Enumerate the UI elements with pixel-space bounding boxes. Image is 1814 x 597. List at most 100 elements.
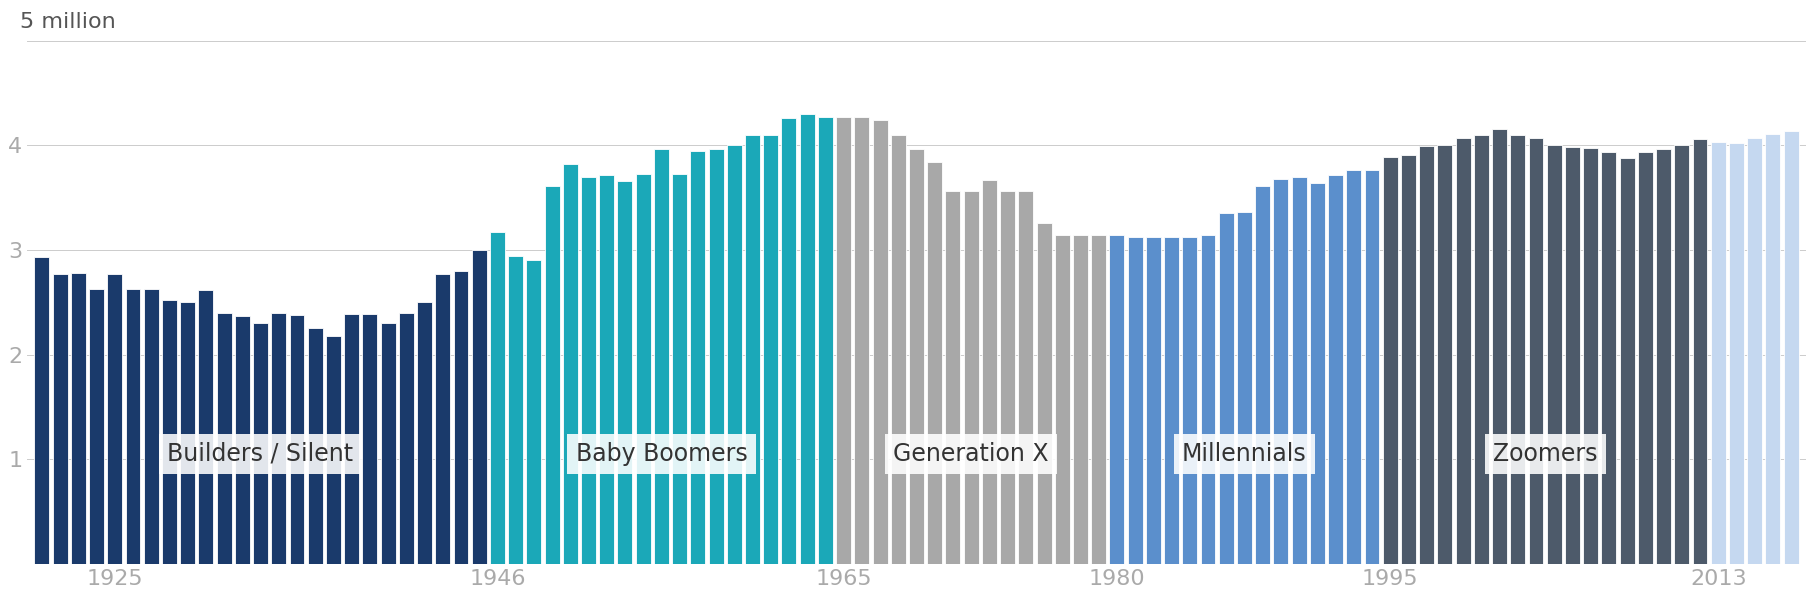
Bar — [981, 180, 998, 564]
Bar — [508, 256, 522, 564]
Text: 5 million: 5 million — [20, 13, 116, 32]
Bar — [580, 177, 597, 564]
Bar — [617, 181, 633, 564]
Bar — [1255, 186, 1270, 564]
Bar — [544, 186, 559, 564]
Bar — [927, 162, 941, 564]
Bar — [1674, 145, 1689, 564]
Bar — [272, 313, 287, 564]
Bar — [653, 149, 669, 564]
Bar — [1455, 138, 1471, 564]
Bar — [526, 260, 541, 564]
Bar — [1729, 143, 1743, 564]
Bar — [198, 290, 214, 564]
Bar — [1783, 131, 1798, 564]
Text: Generation X: Generation X — [894, 442, 1048, 466]
Bar — [1547, 145, 1562, 564]
Bar — [1092, 235, 1107, 564]
Bar — [1054, 235, 1070, 564]
Bar — [1018, 191, 1034, 564]
Bar — [1364, 170, 1379, 564]
Bar — [180, 302, 196, 564]
Bar — [308, 328, 323, 564]
Text: Zoomers: Zoomers — [1493, 442, 1598, 466]
Bar — [125, 288, 140, 564]
Bar — [599, 174, 615, 564]
Bar — [709, 149, 724, 564]
Bar — [1493, 128, 1507, 564]
Bar — [290, 315, 305, 564]
Bar — [53, 274, 67, 564]
Bar — [1382, 157, 1399, 564]
Bar — [1419, 146, 1435, 564]
Bar — [254, 323, 268, 564]
Bar — [1584, 149, 1598, 564]
Bar — [234, 316, 250, 564]
Bar — [1273, 179, 1288, 564]
Bar — [1747, 138, 1761, 564]
Bar — [345, 314, 359, 564]
Bar — [1219, 213, 1234, 564]
Bar — [1000, 191, 1016, 564]
Bar — [1620, 158, 1634, 564]
Bar — [635, 174, 651, 564]
Bar — [891, 135, 905, 564]
Bar — [363, 314, 377, 564]
Bar — [1328, 174, 1342, 564]
Bar — [1400, 155, 1417, 564]
Bar — [1146, 238, 1161, 564]
Bar — [107, 274, 122, 564]
Bar — [1602, 152, 1616, 564]
Bar — [1711, 142, 1725, 564]
Bar — [1656, 149, 1671, 564]
Bar — [1346, 170, 1360, 564]
Bar — [1529, 138, 1544, 564]
Bar — [1165, 238, 1179, 564]
Bar — [1638, 152, 1653, 564]
Bar — [381, 323, 395, 564]
Bar — [854, 117, 869, 564]
Bar — [1237, 213, 1252, 564]
Bar — [161, 300, 178, 564]
Bar — [1074, 235, 1088, 564]
Bar — [1110, 235, 1125, 564]
Bar — [1310, 183, 1324, 564]
Bar — [1036, 223, 1052, 564]
Bar — [1473, 135, 1489, 564]
Bar — [71, 273, 85, 564]
Bar — [800, 114, 814, 564]
Bar — [1183, 238, 1197, 564]
Bar — [435, 274, 450, 564]
Bar — [1692, 139, 1707, 564]
Bar — [143, 288, 158, 564]
Bar — [327, 336, 341, 564]
Bar — [490, 232, 504, 564]
Bar — [34, 257, 49, 564]
Bar — [562, 164, 579, 564]
Bar — [89, 288, 103, 564]
Bar — [472, 250, 486, 564]
Text: Builders / Silent: Builders / Silent — [167, 442, 354, 466]
Text: Millennials: Millennials — [1183, 442, 1306, 466]
Bar — [764, 135, 778, 564]
Bar — [782, 118, 796, 564]
Bar — [417, 302, 432, 564]
Bar — [818, 117, 833, 564]
Bar — [746, 135, 760, 564]
Bar — [727, 145, 742, 564]
Bar — [1511, 135, 1526, 564]
Bar — [216, 313, 232, 564]
Bar — [963, 191, 978, 564]
Bar — [836, 117, 851, 564]
Bar — [1201, 235, 1215, 564]
Bar — [1565, 147, 1580, 564]
Bar — [691, 150, 706, 564]
Bar — [673, 174, 688, 564]
Bar — [1292, 177, 1306, 564]
Bar — [1765, 134, 1780, 564]
Bar — [1437, 145, 1453, 564]
Bar — [873, 120, 887, 564]
Text: Baby Boomers: Baby Boomers — [575, 442, 747, 466]
Bar — [945, 191, 960, 564]
Bar — [399, 313, 414, 564]
